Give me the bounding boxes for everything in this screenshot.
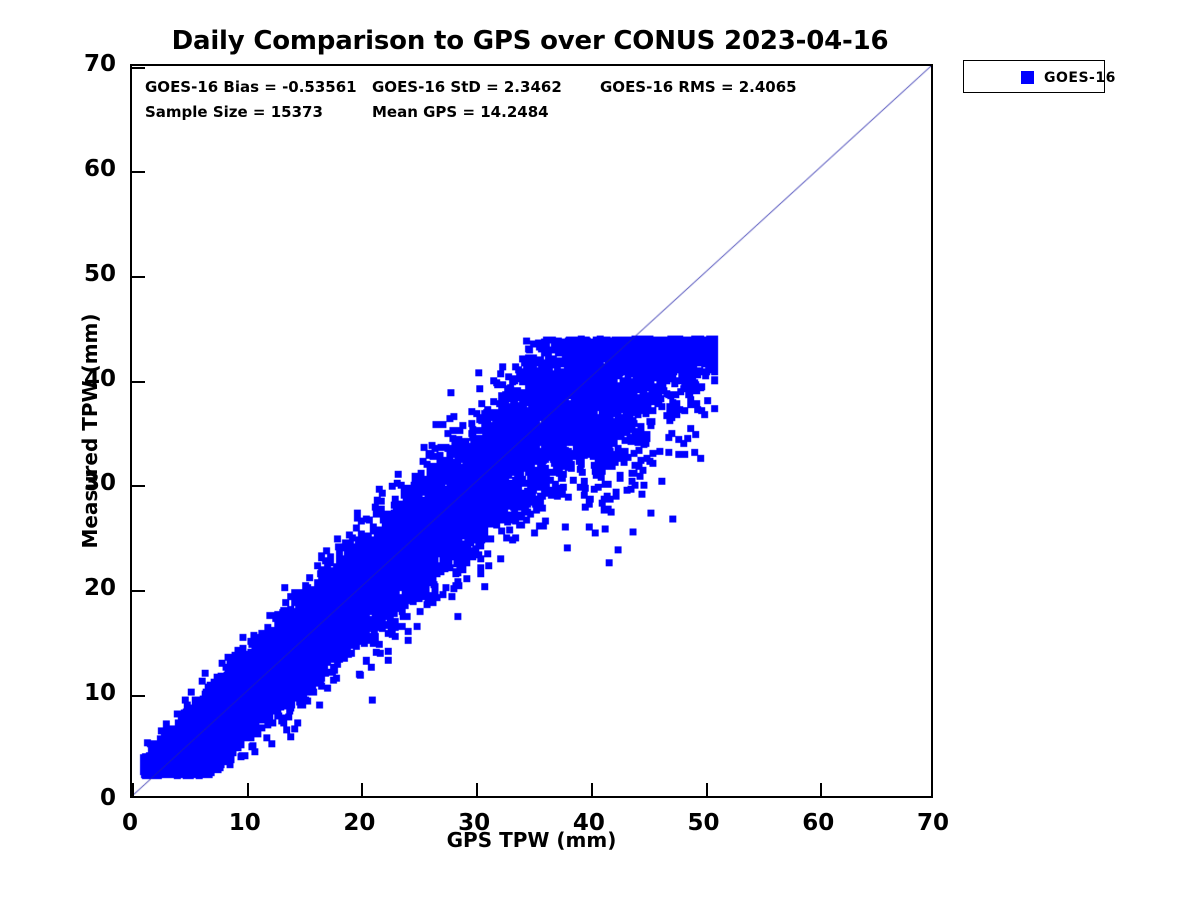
x-tick-0 xyxy=(132,783,134,796)
y-tick-50 xyxy=(132,275,145,278)
x-tick-10 xyxy=(246,783,249,796)
stat-rms: GOES-16 RMS = 2.4065 xyxy=(600,78,797,96)
y-tick-60 xyxy=(132,170,145,173)
y-tick-10 xyxy=(132,695,145,698)
x-tick-60 xyxy=(820,783,823,796)
y-tick-40 xyxy=(132,380,145,383)
stat-bias: GOES-16 Bias = -0.53561 xyxy=(145,78,357,96)
x-axis-title: GPS TPW (mm) xyxy=(446,828,617,852)
y-tick-70 xyxy=(132,67,145,69)
x-tick-40 xyxy=(590,783,593,796)
legend-label-goes-16: GOES-16 xyxy=(1044,70,1116,86)
x-tick-label-60: 60 xyxy=(802,810,835,836)
y-tick-label-70: 70 xyxy=(83,51,116,77)
x-tick-label-70: 70 xyxy=(916,810,949,836)
chart-title: Daily Comparison to GPS over CONUS 2023-… xyxy=(171,26,889,56)
x-tick-label-0: 0 xyxy=(121,810,138,836)
y-tick-label-50: 50 xyxy=(83,260,116,287)
legend-marker-goes-16 xyxy=(1021,71,1034,84)
x-tick-50 xyxy=(705,783,708,796)
y-tick-label-60: 60 xyxy=(83,155,116,182)
x-tick-label-40: 40 xyxy=(572,810,605,836)
y-tick-20 xyxy=(132,590,145,593)
plot-area xyxy=(130,64,933,798)
stat-std: GOES-16 StD = 2.3462 xyxy=(372,78,562,96)
y-tick-label-20: 20 xyxy=(83,575,116,602)
y-tick-30 xyxy=(132,485,145,488)
y-tick-label-40: 40 xyxy=(83,365,116,392)
x-tick-label-30: 30 xyxy=(458,810,491,836)
x-tick-label-20: 20 xyxy=(343,810,376,836)
y-axis-title: Measured TPW (mm) xyxy=(78,313,102,549)
y-tick-label-30: 30 xyxy=(83,470,116,497)
y-tick-label-10: 10 xyxy=(83,680,116,707)
stat-mean-gps: Mean GPS = 14.2484 xyxy=(372,103,549,121)
x-tick-label-10: 10 xyxy=(228,810,261,836)
stat-sample-size: Sample Size = 15373 xyxy=(145,103,323,121)
x-tick-20 xyxy=(361,783,364,796)
x-tick-label-50: 50 xyxy=(687,810,720,836)
chart-legend: GOES-16 xyxy=(963,60,1115,93)
x-tick-30 xyxy=(476,783,479,796)
y-tick-label-0: 0 xyxy=(99,785,116,811)
scatter-plot-canvas xyxy=(132,66,931,796)
